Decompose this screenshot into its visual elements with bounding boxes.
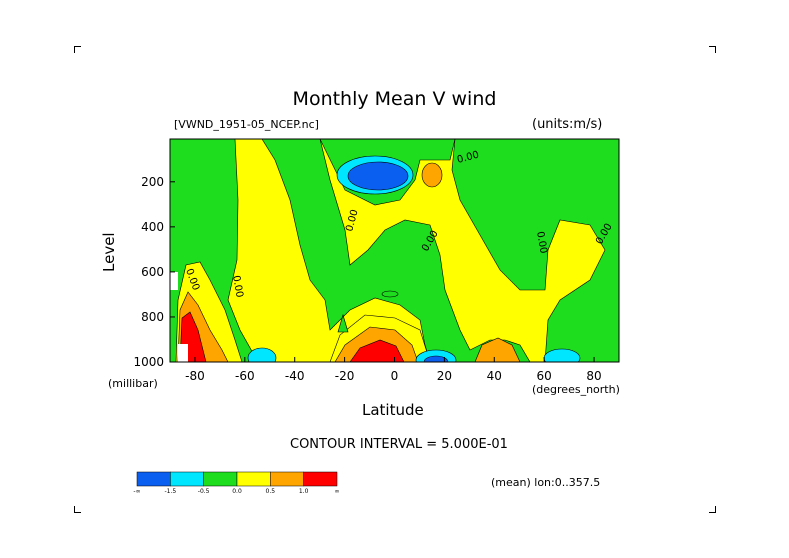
- crop-mark-top-left: [74, 46, 81, 53]
- y-axis-units: (millibar): [108, 377, 158, 390]
- crop-mark-top-right: [709, 46, 716, 53]
- y-tick-label: 200: [141, 175, 164, 189]
- crop-mark-bottom-left: [74, 506, 81, 513]
- region-blue-surface-20n: [423, 355, 449, 362]
- missing-data-patch-2: [178, 344, 188, 362]
- dataset-label: [VWND_1951-05_NCEP.nc]: [174, 118, 319, 131]
- colorbar-swatch: [170, 471, 204, 487]
- colorbar-tick-label: ∞: [335, 488, 340, 495]
- x-axis-units: (degrees_north): [532, 383, 620, 396]
- x-tick-label: -80: [185, 369, 205, 383]
- colorbar-tick-label: 0.5: [266, 488, 276, 495]
- contour-label-6: 0.00: [230, 275, 245, 299]
- y-ticks: 200 400 600 800 1000: [133, 175, 175, 369]
- colorbar-swatch: [203, 471, 238, 487]
- region-blue-jet: [347, 161, 409, 191]
- region-cyan-surface-60n: [543, 348, 581, 362]
- x-axis-title: Latitude: [362, 401, 424, 419]
- units-label: (units:m/s): [532, 117, 603, 132]
- contour-interval: CONTOUR INTERVAL = 5.000E-01: [290, 437, 508, 452]
- missing-data-patch: [170, 272, 178, 290]
- crop-mark-bottom-right: [709, 506, 716, 513]
- region-green-small: [381, 290, 399, 298]
- region-green-north: [451, 139, 619, 362]
- colorbar-tick-label: 1.0: [299, 488, 309, 495]
- contour-fill: [170, 139, 619, 362]
- mean-label: (mean) lon:0..357.5: [491, 476, 601, 489]
- chart-title: Monthly Mean V wind: [292, 88, 497, 110]
- x-ticks: -80 -60 -40 -20 0 20 40 60 80: [185, 357, 602, 383]
- colorbar: -∞ -1.5 -0.5 0.0 0.5 1.0 ∞: [133, 471, 340, 495]
- colorbar-swatch: [236, 471, 271, 487]
- x-tick-label: -20: [335, 369, 355, 383]
- region-cyan-surface-60s: [247, 347, 277, 362]
- colorbar-swatch: [270, 471, 304, 487]
- colorbar-tick-label: -0.5: [198, 488, 210, 495]
- colorbar-tick-label: 0.0: [232, 488, 242, 495]
- region-orange-surface-45n: [474, 337, 521, 362]
- y-tick-label: 600: [141, 265, 164, 279]
- y-tick-label: 400: [141, 220, 164, 234]
- region-orange-upper: [421, 162, 443, 188]
- region-green-band-tropics: [261, 139, 531, 362]
- colorbar-swatch: [136, 471, 171, 487]
- x-tick-label: 60: [537, 369, 552, 383]
- x-tick-label: -40: [285, 369, 305, 383]
- x-tick-label: -60: [235, 369, 255, 383]
- colorbar-tick-label: -∞: [133, 488, 140, 495]
- contour-label-4: 0.00: [534, 231, 549, 255]
- colorbar-swatch: [303, 471, 338, 487]
- region-red-surface: [349, 339, 405, 362]
- x-tick-label: 0: [391, 369, 399, 383]
- x-tick-label: 80: [586, 369, 601, 383]
- region-green-surface-tongue: [337, 313, 349, 333]
- y-tick-label: 1000: [133, 355, 164, 369]
- y-tick-label: 800: [141, 310, 164, 324]
- x-tick-label: 40: [487, 369, 502, 383]
- colorbar-tick-label: -1.5: [164, 488, 176, 495]
- x-tick-label: 20: [437, 369, 452, 383]
